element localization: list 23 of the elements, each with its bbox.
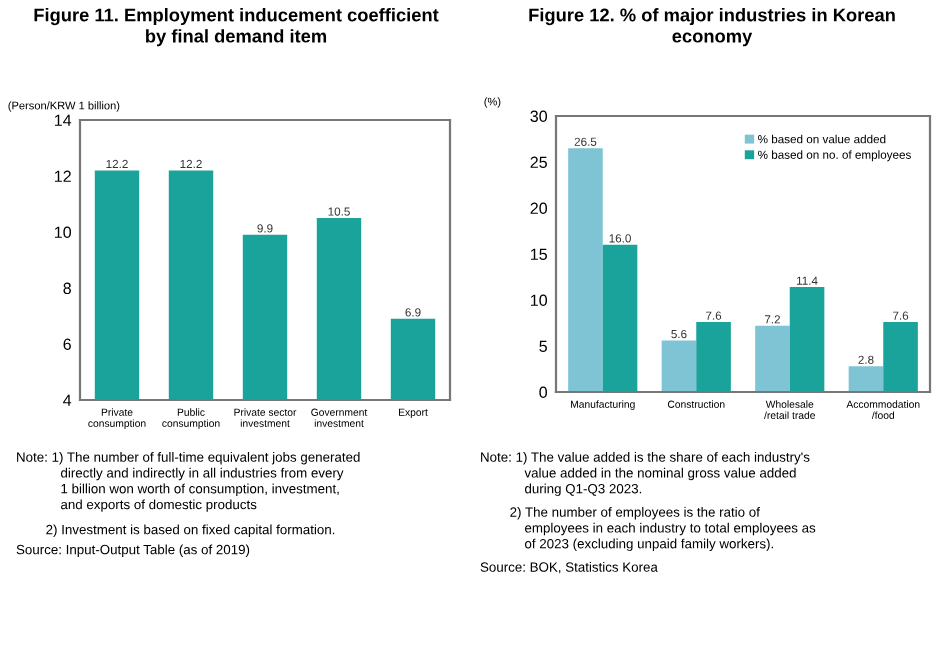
bar [602,244,638,392]
bar [661,340,697,392]
chart-title: Figure 11. Employment inducement coefficient by final demand item [34,8,439,47]
y-tick-label: 4 [63,394,72,406]
bar [848,366,884,392]
bar [568,148,603,392]
bar [696,322,731,392]
y-tick-label: 8 [63,282,71,294]
y-tick-label: 20 [530,202,548,214]
y-tick-label: 12 [54,170,71,182]
y-tick-label: 5 [539,340,547,352]
y-tick-label: 10 [54,226,72,238]
bar [883,322,918,392]
y-tick-label: 14 [54,114,72,126]
y-tick-label: 0 [539,386,548,398]
bar [755,325,790,392]
y-tick-label: 10 [530,294,548,306]
bar [789,287,825,392]
chart-title: Figure 12. % of major industries in Korean economy [529,8,895,47]
y-tick-label: 15 [530,248,547,260]
y-tick-label: 25 [530,156,547,168]
y-tick-label: 6 [63,338,71,350]
y-tick-label: 30 [530,110,548,122]
